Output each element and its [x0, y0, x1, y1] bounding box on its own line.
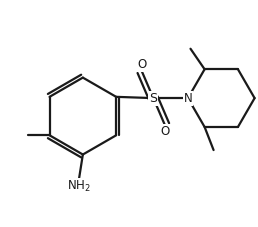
Text: O: O	[160, 125, 170, 138]
Text: O: O	[137, 58, 147, 71]
Text: S: S	[149, 92, 157, 105]
Text: NH$_2$: NH$_2$	[67, 179, 91, 194]
Text: N: N	[183, 92, 192, 105]
